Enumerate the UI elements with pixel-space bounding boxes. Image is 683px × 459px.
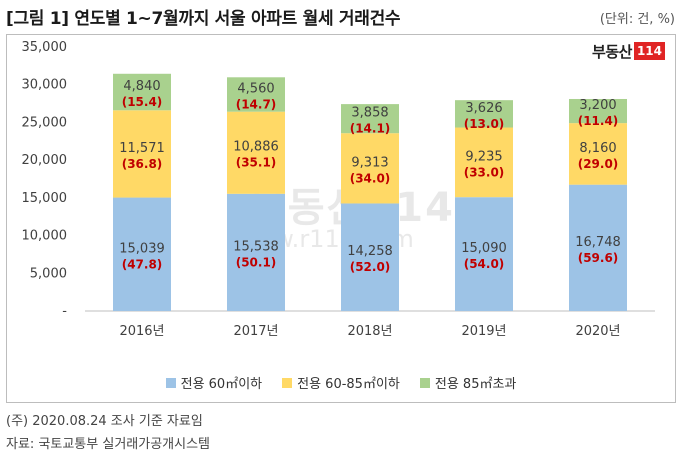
data-label-percent: (35.1): [236, 156, 277, 170]
legend-label: 전용 60-85㎡이하: [297, 377, 400, 392]
data-label-value: 15,039: [119, 241, 165, 256]
data-label-value: 14,258: [347, 244, 393, 259]
y-tick-label: 30,000: [22, 78, 68, 93]
data-label-value: 9,235: [465, 149, 502, 164]
data-label-value: 16,748: [575, 235, 621, 250]
data-label-value: 3,626: [465, 101, 502, 116]
bar-segment: [455, 100, 513, 128]
legend-item: 전용 60-85㎡이하: [282, 373, 400, 392]
data-label-value: 15,538: [233, 239, 279, 254]
logo-number: 114: [633, 42, 665, 60]
bar-segment: [569, 123, 627, 185]
data-label-percent: (52.0): [350, 260, 391, 274]
y-tick-label: 25,000: [22, 115, 68, 130]
x-tick-label: 2018년: [347, 324, 392, 339]
data-label-value: 10,886: [233, 140, 279, 155]
data-label-percent: (11.4): [578, 114, 619, 128]
data-label-percent: (36.8): [122, 157, 163, 171]
data-label-value: 8,160: [579, 141, 616, 156]
data-label-percent: (50.1): [236, 255, 277, 269]
y-tick-label: 15,000: [22, 191, 68, 206]
data-label-percent: (34.0): [350, 171, 391, 185]
x-tick-label: 2016년: [119, 324, 164, 339]
bar-segment: [569, 184, 627, 311]
data-label-value: 3,200: [579, 98, 616, 113]
data-label-percent: (59.6): [578, 251, 619, 265]
legend-label: 전용 85㎡초과: [434, 377, 517, 392]
legend-swatch: [419, 377, 430, 388]
logo-text: 부동산: [592, 42, 632, 61]
data-label-value: 15,090: [461, 241, 507, 256]
date-note: (주) 2020.08.24 조사 기준 자료임: [6, 414, 203, 429]
bar-segment: [341, 104, 399, 134]
x-tick-label: 2017년: [233, 324, 278, 339]
source-note: 자료: 국토교통부 실거래가공개시스템: [6, 437, 211, 452]
stacked-bar-chart: - 5,000 10,000 15,000 20,000 25,000 30,000 35,0…: [22, 40, 655, 339]
chart-title: [그림 1] 연도별 1~7월까지 서울 아파트 월세 거래건수: [6, 9, 401, 29]
y-tick-label: 10,000: [22, 229, 68, 244]
data-label-percent: (29.0): [578, 157, 619, 171]
data-label-percent: (14.7): [236, 97, 277, 111]
bar-segment: [227, 193, 285, 311]
data-label-value: 9,313: [351, 155, 388, 170]
x-tick-label: 2019년: [461, 324, 506, 339]
bar-segment: [227, 111, 285, 194]
data-label-percent: (13.0): [464, 117, 505, 131]
unit-label: (단위: 건, %): [599, 12, 675, 27]
y-tick-label: 35,000: [22, 40, 68, 55]
legend-item: 전용 60㎡이하: [165, 373, 263, 392]
legend-item: 전용 85㎡초과: [419, 373, 517, 392]
y-tick-label: 5,000: [30, 266, 67, 281]
legend-swatch: [165, 377, 176, 388]
data-label-percent: (15.4): [122, 95, 163, 109]
data-label-percent: (14.1): [350, 122, 391, 136]
bar-segment: [113, 197, 171, 311]
data-label-percent: (33.0): [464, 165, 505, 179]
data-label-value: 4,840: [123, 79, 160, 94]
y-tick-label: 20,000: [22, 153, 68, 168]
data-label-value: 4,560: [237, 81, 274, 96]
bar-segment: [227, 77, 285, 112]
data-label-percent: (54.0): [464, 257, 505, 271]
data-label-value: 11,571: [119, 141, 165, 156]
data-label-value: 3,858: [351, 106, 388, 121]
bar-segment: [113, 110, 171, 198]
bar-segment: [341, 203, 399, 311]
data-label-percent: (47.8): [122, 257, 163, 271]
legend-swatch: [282, 377, 293, 388]
chart-legend: 전용 60㎡이하 전용 60-85㎡이하 전용 85㎡초과: [7, 373, 675, 392]
legend-label: 전용 60㎡이하: [180, 377, 263, 392]
bar-segment: [113, 73, 171, 111]
bar-segment: [455, 197, 513, 311]
bar-segment: [569, 98, 627, 124]
bar-segment: [341, 133, 399, 204]
x-tick-label: 2020년: [575, 324, 620, 339]
y-tick-label: -: [62, 304, 67, 319]
bar-segment: [455, 127, 513, 198]
brand-logo: 부동산 114: [592, 39, 665, 63]
